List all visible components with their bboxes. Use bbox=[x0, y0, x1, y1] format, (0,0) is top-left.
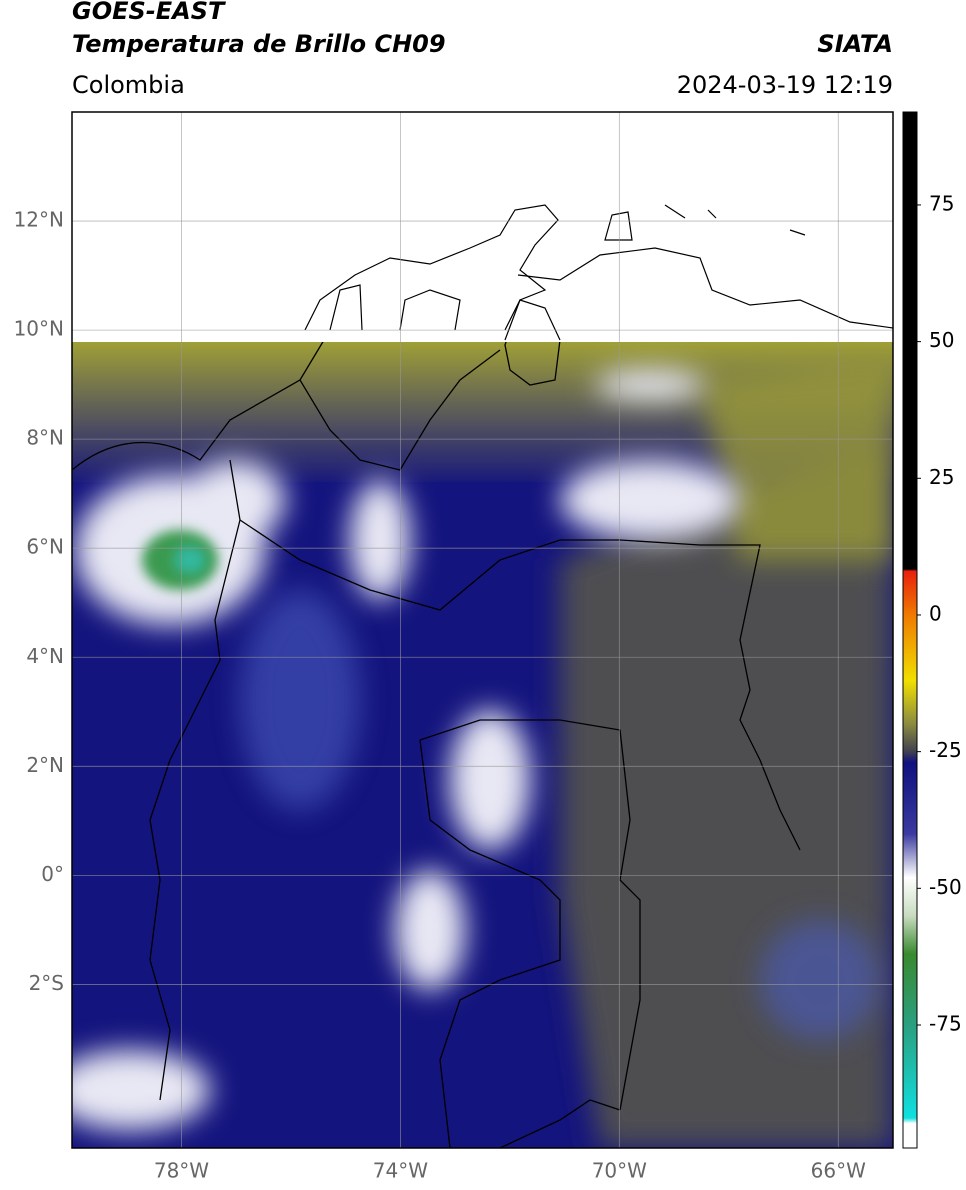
y-tick-label: 0° bbox=[41, 862, 64, 886]
subtitle: Temperatura de Brillo CH09 bbox=[72, 30, 446, 58]
map-frame bbox=[71, 111, 894, 1149]
colorbar-tick-label: 25 bbox=[929, 465, 954, 489]
satellite-image bbox=[72, 112, 893, 1148]
x-tick-label: 78°W bbox=[154, 1159, 209, 1183]
colorbar-tick-label: -75 bbox=[929, 1011, 962, 1035]
colorbar-tick-label: -50 bbox=[929, 875, 962, 899]
datetime: 2024-03-19 12:19 bbox=[677, 71, 893, 99]
source: SIATA bbox=[817, 30, 893, 58]
region: Colombia bbox=[72, 71, 185, 99]
x-tick-label: 74°W bbox=[373, 1159, 428, 1183]
y-tick-label: 10°N bbox=[14, 317, 64, 341]
y-tick-label: 2°N bbox=[26, 753, 64, 777]
colorbar-tick-label: -25 bbox=[929, 738, 962, 762]
x-tick-label: 66°W bbox=[811, 1159, 866, 1183]
x-tick-label: 70°W bbox=[592, 1159, 647, 1183]
y-tick-label: 12°N bbox=[14, 208, 64, 232]
title: GOES-EAST bbox=[72, 0, 226, 25]
colorbar bbox=[902, 111, 918, 1149]
colorbar-tick-label: 0 bbox=[929, 601, 942, 625]
graticule bbox=[72, 112, 893, 1148]
colorbar-tick-label: 50 bbox=[929, 328, 954, 352]
y-tick-label: 6°N bbox=[26, 535, 64, 559]
y-tick-label: 2°S bbox=[29, 971, 64, 995]
colorbar-tick-label: 75 bbox=[929, 191, 954, 215]
y-tick-label: 8°N bbox=[26, 426, 64, 450]
y-tick-label: 4°N bbox=[26, 644, 64, 668]
